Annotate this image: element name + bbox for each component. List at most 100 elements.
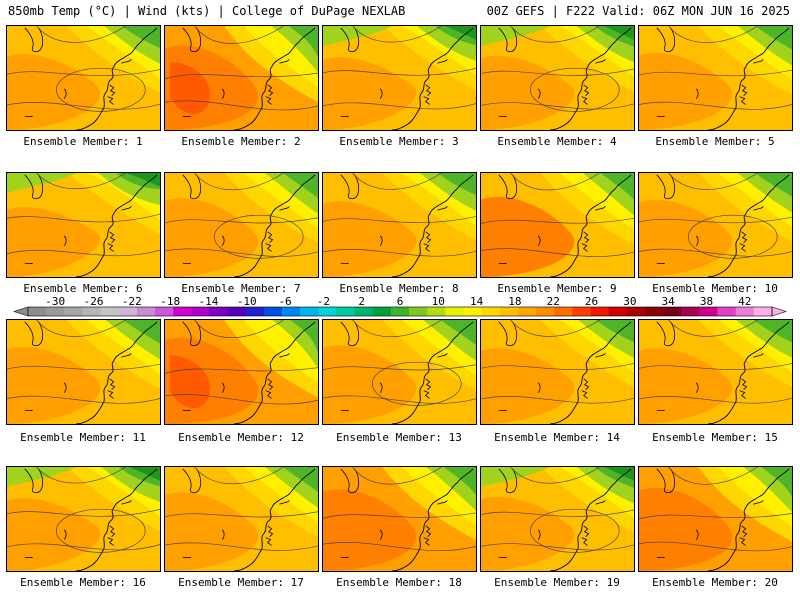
ensemble-member-label: Ensemble Member: 15 [652,431,778,444]
ensemble-map-panel [6,319,161,425]
ensemble-map-panel [322,25,477,131]
colorbar-tick-label: 14 [470,297,484,308]
colorbar-tick-label: -22 [122,297,142,308]
ensemble-map-panel [638,25,793,131]
colorbar-swatch [517,307,537,316]
ensemble-map-panel [6,25,161,131]
colorbar-swatch [64,307,83,316]
ensemble-member-label: Ensemble Member: 12 [178,431,304,444]
colorbar-swatch [245,307,265,316]
colorbar-tick-label: 6 [397,297,404,308]
colorbar-swatch [499,307,519,316]
colorbar-swatch [390,307,410,316]
colorbar-swatch [118,307,138,316]
colorbar-tick-label: -30 [45,297,65,308]
colorbar-swatch [46,307,65,316]
colorbar-swatch [608,307,628,316]
colorbar-tick-label: -18 [160,297,180,308]
colorbar-swatch [445,307,464,316]
colorbar-swatch [227,307,247,316]
ensemble-map-panel [480,466,635,572]
ensemble-member-label: Ensemble Member: 2 [181,135,301,148]
colorbar-swatch [572,307,591,316]
ensemble-member-label: Ensemble Member: 3 [339,135,459,148]
ensemble-map-panel [480,319,635,425]
colorbar-swatch [554,307,573,316]
colorbar-swatch [372,307,392,316]
ensemble-map-panel [322,319,477,425]
temperature-colorbar: -30 -26 -22 -18 -14 -10 -6 -2 2 6 10 14 18 22 26 30 34 38… [8,297,792,321]
colorbar-swatch [82,307,101,316]
colorbar-swatch [300,307,319,316]
colorbar-swatch [663,307,682,316]
colorbar-swatch [644,307,664,316]
ensemble-member-label: Ensemble Member: 14 [494,431,620,444]
colorbar-swatch [136,307,156,316]
colorbar-swatch [318,307,337,316]
colorbar-swatch [336,307,355,316]
colorbar-tick-label: -6 [278,297,291,308]
ensemble-map-panel [638,466,793,572]
colorbar-swatch [100,307,120,316]
ensemble-member-label: Ensemble Member: 7 [181,282,301,295]
colorbar-swatch [626,307,646,316]
colorbar-swatch [681,307,700,316]
colorbar-swatch [463,307,482,316]
ensemble-map-panel [164,319,319,425]
ensemble-map-panel [638,172,793,278]
colorbar-swatch [282,307,301,316]
ensemble-member-label: Ensemble Member: 10 [652,282,778,295]
colorbar-tick-label: 2 [358,297,365,308]
ensemble-map-panel [480,25,635,131]
ensemble-map-panel [164,466,319,572]
colorbar-swatch [354,307,374,316]
colorbar-swatch [717,307,737,316]
ensemble-map-panel [6,172,161,278]
ensemble-map-panel [638,319,793,425]
colorbar-swatch [590,307,609,316]
colorbar-tick-label: -10 [237,297,257,308]
ensemble-member-label: Ensemble Member: 19 [494,576,620,589]
colorbar-swatch [191,307,210,316]
colorbar-swatch [481,307,501,316]
colorbar-tick-label: 30 [623,297,636,308]
ensemble-map-panel [164,172,319,278]
ensemble-member-label: Ensemble Member: 13 [336,431,462,444]
colorbar-tick-label: 34 [662,297,676,308]
colorbar-tick-label: 22 [547,297,560,308]
colorbar-swatch [155,307,174,316]
colorbar-tick-label: 18 [508,297,521,308]
ensemble-member-label: Ensemble Member: 16 [20,576,146,589]
ensemble-map-panel [322,172,477,278]
colorbar-swatch [263,307,283,316]
colorbar-swatch [699,307,718,316]
ensemble-map-panel [480,172,635,278]
colorbar-swatch [427,307,446,316]
map-title: 850mb Temp (°C) | Wind (kts) | College o… [8,4,406,18]
colorbar-tick-label: -26 [84,297,104,308]
ensemble-map-panel [322,466,477,572]
ensemble-member-label: Ensemble Member: 20 [652,576,778,589]
ensemble-member-label: Ensemble Member: 11 [20,431,146,444]
colorbar-swatch [735,307,755,316]
ensemble-member-label: Ensemble Member: 5 [655,135,775,148]
ensemble-map-panel [6,466,161,572]
colorbar-swatch [209,307,228,316]
colorbar-swatch [536,307,555,316]
colorbar-swatch [409,307,428,316]
colorbar-tick-label: -2 [317,297,330,308]
ensemble-member-label: Ensemble Member: 8 [339,282,459,295]
colorbar-swatch [173,307,192,316]
ensemble-member-label: Ensemble Member: 17 [178,576,304,589]
colorbar-tick-label: 38 [700,297,713,308]
colorbar-tick-label: 26 [585,297,598,308]
ensemble-member-label: Ensemble Member: 9 [497,282,617,295]
colorbar-tick-label: -14 [199,297,219,308]
ensemble-member-label: Ensemble Member: 6 [23,282,143,295]
colorbar-tick-label: 42 [738,297,751,308]
ensemble-member-label: Ensemble Member: 18 [336,576,462,589]
ensemble-member-label: Ensemble Member: 4 [497,135,617,148]
ensemble-member-label: Ensemble Member: 1 [23,135,143,148]
colorbar-swatch [753,307,773,316]
ensemble-map-panel [164,25,319,131]
